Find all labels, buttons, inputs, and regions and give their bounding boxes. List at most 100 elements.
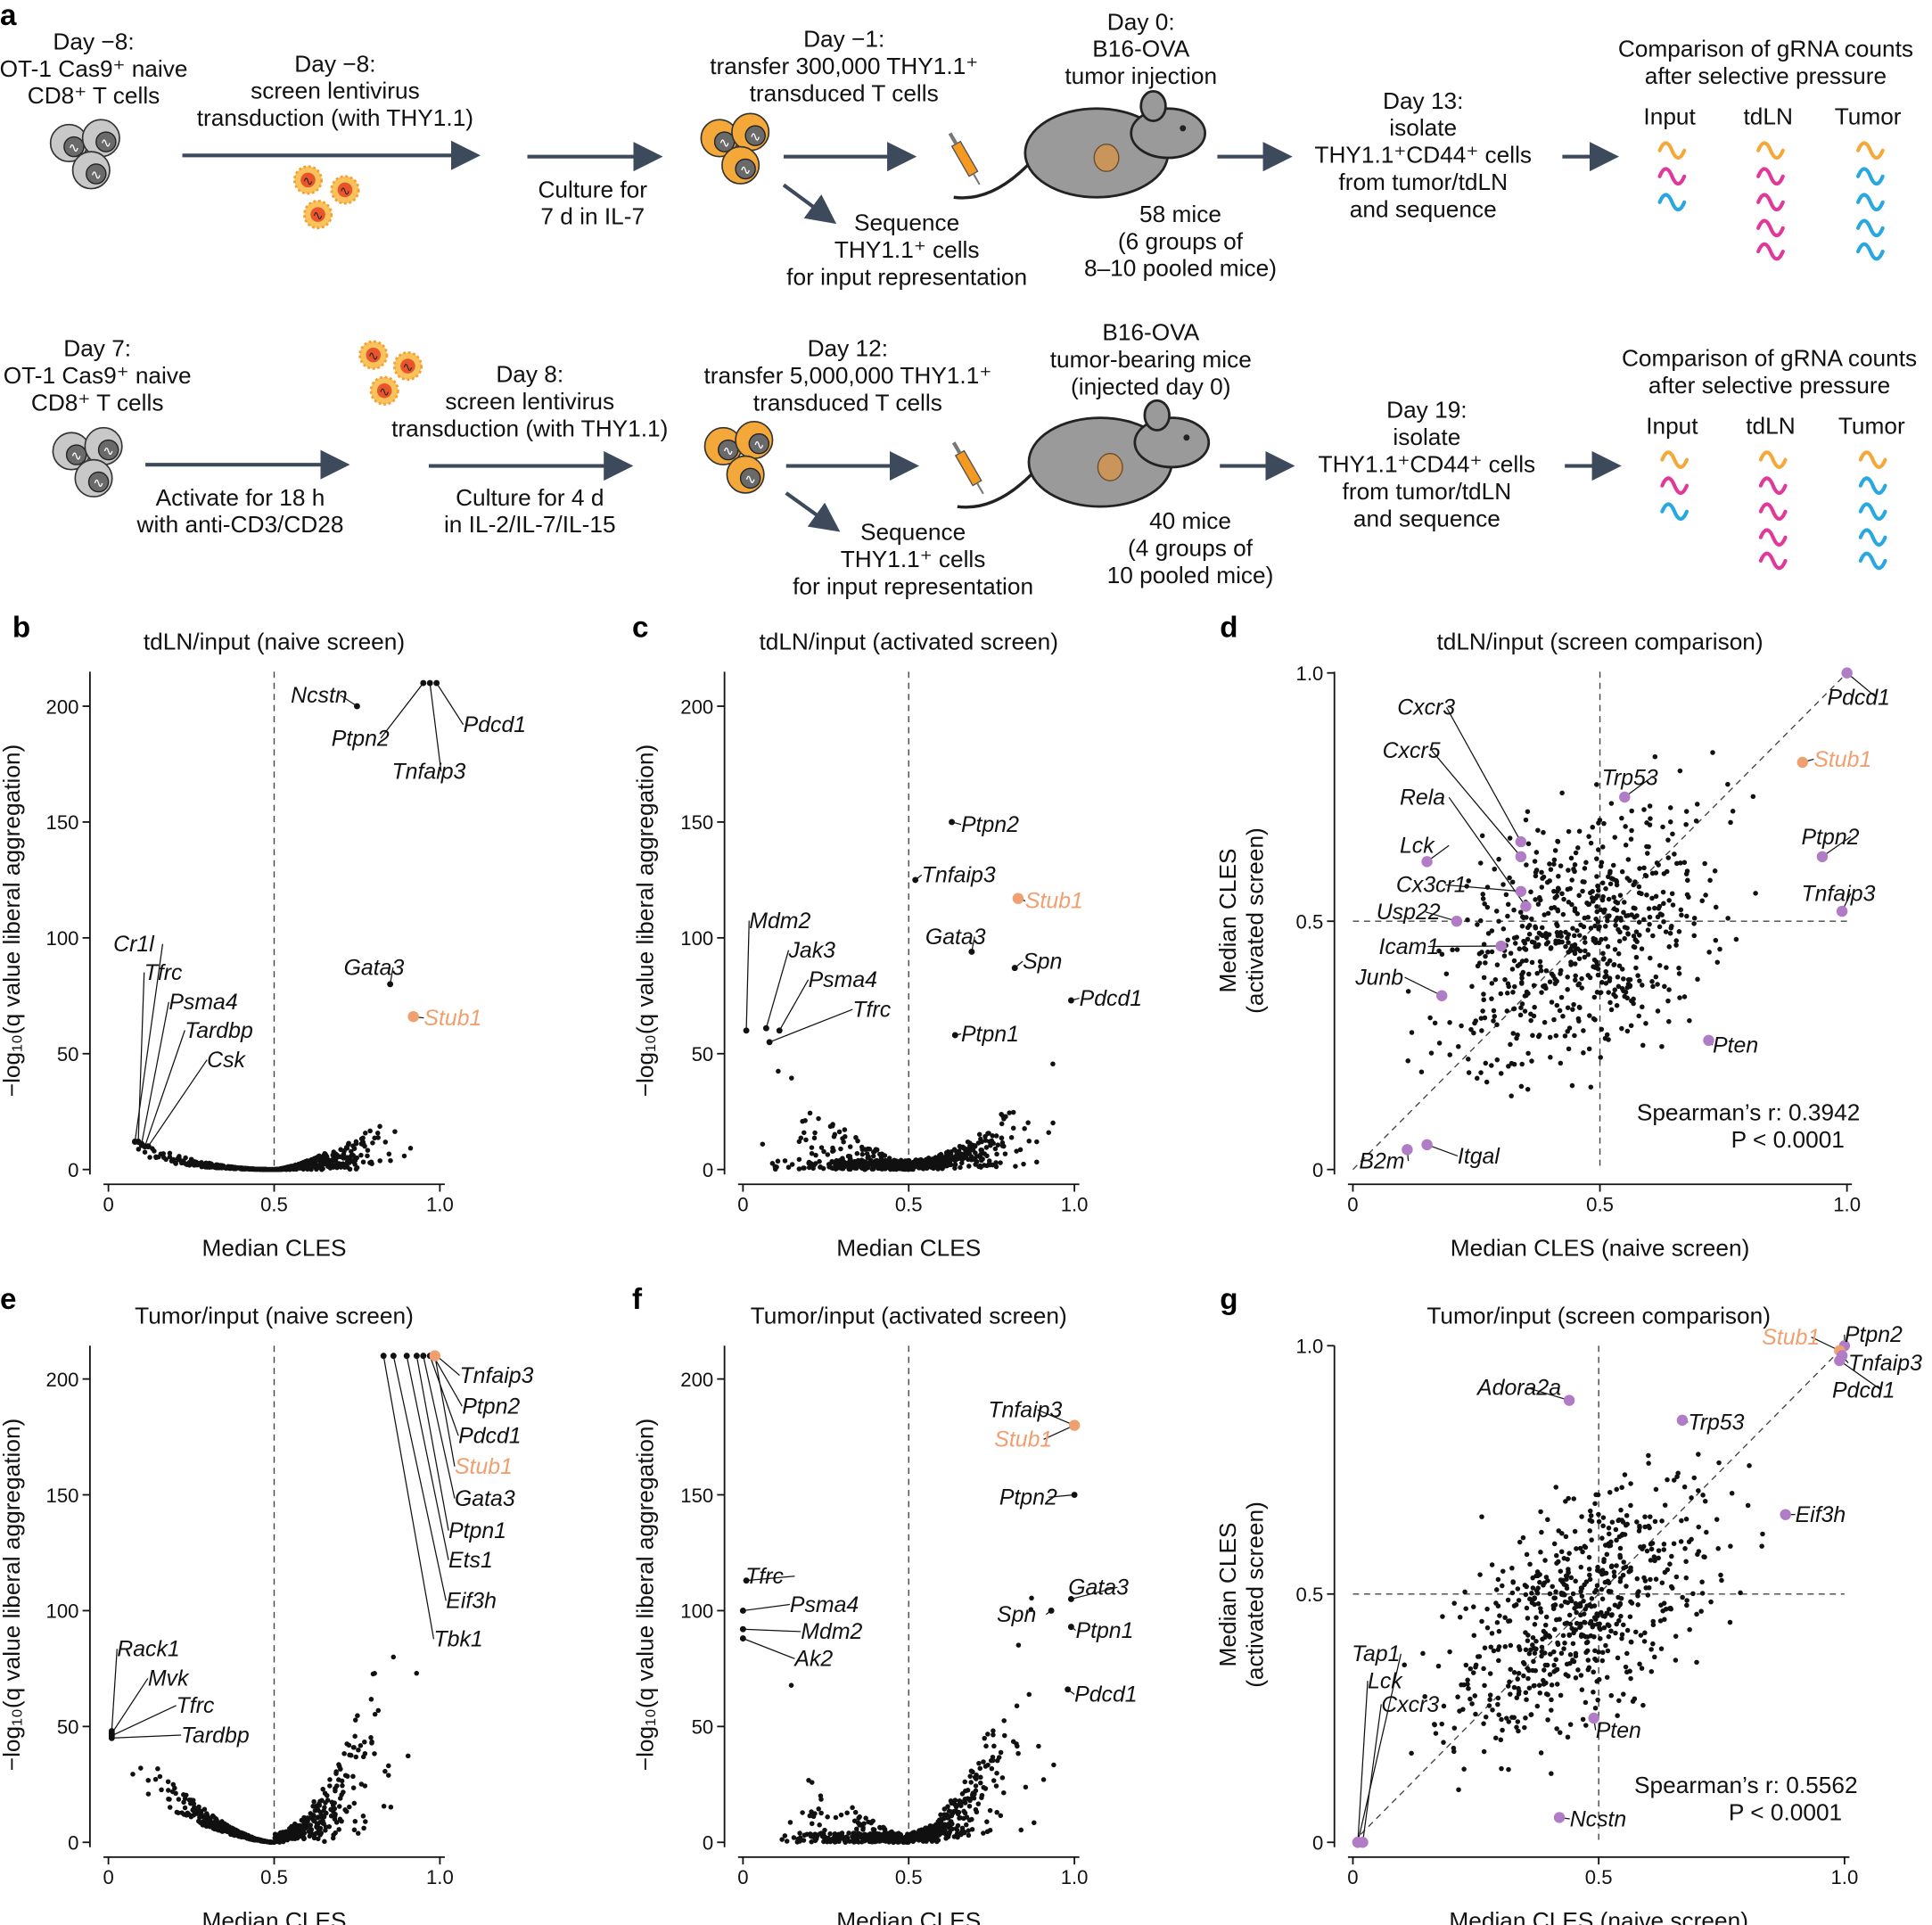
data-point (303, 1821, 309, 1827)
data-point (906, 1838, 912, 1843)
data-point (1586, 1665, 1592, 1671)
data-point (1655, 1008, 1661, 1014)
data-point (789, 1162, 795, 1167)
data-point (1714, 959, 1721, 965)
data-point (1515, 1719, 1521, 1724)
data-point (1565, 1557, 1570, 1562)
gene-label-tap1: Tap1 (1352, 1641, 1400, 1666)
data-point (952, 1162, 958, 1168)
data-point (1529, 916, 1534, 922)
data-point (1573, 1600, 1579, 1607)
leader-line (436, 682, 465, 726)
data-point (1507, 1618, 1513, 1624)
data-point (1491, 1018, 1496, 1024)
data-point (1532, 1650, 1538, 1656)
y-tick-label: 0 (68, 1159, 78, 1181)
data-point (1648, 1668, 1655, 1674)
data-point (1698, 1608, 1704, 1614)
data-point (1525, 1050, 1531, 1057)
row1-culture-line2: 7 d in IL-7 (540, 203, 645, 230)
data-point (1538, 1609, 1544, 1615)
data-point (1494, 1022, 1500, 1028)
data-point (1607, 1490, 1613, 1495)
data-point (1592, 1656, 1598, 1662)
grna-tumor-icon (1858, 143, 1883, 259)
data-point (832, 1831, 838, 1838)
row1-injection-line1: Day 0: (1107, 8, 1175, 35)
data-point (1696, 1488, 1701, 1493)
data-point (1683, 809, 1689, 814)
data-point (388, 1157, 393, 1164)
data-point (838, 1812, 844, 1818)
data-point (344, 1159, 350, 1164)
data-point (381, 1804, 387, 1809)
data-point (1595, 966, 1601, 972)
data-point (1576, 893, 1582, 899)
data-point (1557, 1617, 1562, 1622)
data-point (1595, 847, 1601, 852)
data-point (1617, 1552, 1623, 1559)
data-point (1684, 892, 1690, 898)
data-point (813, 1833, 819, 1839)
data-point (1646, 843, 1651, 850)
data-point (1599, 1535, 1605, 1541)
data-point (1534, 935, 1540, 941)
data-point (1712, 868, 1718, 874)
data-point (1656, 862, 1661, 868)
data-point (870, 1166, 876, 1172)
data-point (1475, 1654, 1481, 1659)
panel-letter-c: c (632, 612, 648, 645)
data-point (1613, 1630, 1618, 1636)
data-point (1466, 878, 1471, 884)
data-point (1642, 1514, 1648, 1519)
data-point (1505, 981, 1511, 987)
data-point (1532, 1622, 1538, 1627)
data-point (1583, 1699, 1589, 1706)
data-point (1533, 944, 1538, 950)
data-point (288, 1166, 293, 1172)
data-point (1526, 971, 1532, 977)
data-point (1639, 946, 1645, 951)
data-point (800, 1810, 805, 1815)
data-point (188, 1797, 194, 1803)
data-point (1673, 1633, 1679, 1639)
data-point (1028, 1607, 1034, 1612)
data-point (883, 1839, 889, 1844)
x-tick-label: 0 (1347, 1194, 1358, 1216)
data-point (1537, 958, 1543, 965)
leader-line (434, 1355, 456, 1467)
data-point (1522, 1724, 1527, 1731)
data-point (1551, 1662, 1557, 1668)
data-point (1433, 1731, 1439, 1736)
data-point (1508, 1041, 1513, 1048)
data-point (322, 1839, 327, 1845)
data-point (1623, 824, 1628, 829)
data-point (1561, 896, 1566, 902)
highlighted-point-eif3h (1780, 1509, 1791, 1520)
data-point (1576, 981, 1583, 987)
data-point (1470, 1670, 1476, 1675)
data-point (327, 1777, 333, 1782)
data-point (875, 1830, 881, 1837)
data-point (1603, 1570, 1609, 1576)
panel-letter-f: f (632, 1283, 643, 1316)
data-point (1481, 1721, 1486, 1726)
data-point (1545, 910, 1551, 917)
data-point (982, 1163, 987, 1168)
data-point (1707, 877, 1713, 884)
data-point (1632, 1696, 1638, 1702)
data-point (1475, 922, 1480, 927)
data-point (933, 1161, 939, 1166)
chart-panel-g: g Tumor/input (screen comparison)Median C… (1214, 1283, 1922, 1925)
data-point (890, 1166, 896, 1172)
gene-label-spn: Spn (997, 1602, 1036, 1627)
data-point (1621, 1691, 1626, 1697)
highlighted-point-eif3h (390, 1353, 397, 1360)
data-point (1637, 978, 1642, 983)
data-point (938, 1812, 943, 1818)
data-point (1650, 933, 1656, 939)
data-point (1538, 964, 1543, 969)
data-point (347, 1752, 352, 1758)
gene-label-tbk1: Tbk1 (433, 1627, 482, 1652)
data-point (1667, 805, 1673, 810)
